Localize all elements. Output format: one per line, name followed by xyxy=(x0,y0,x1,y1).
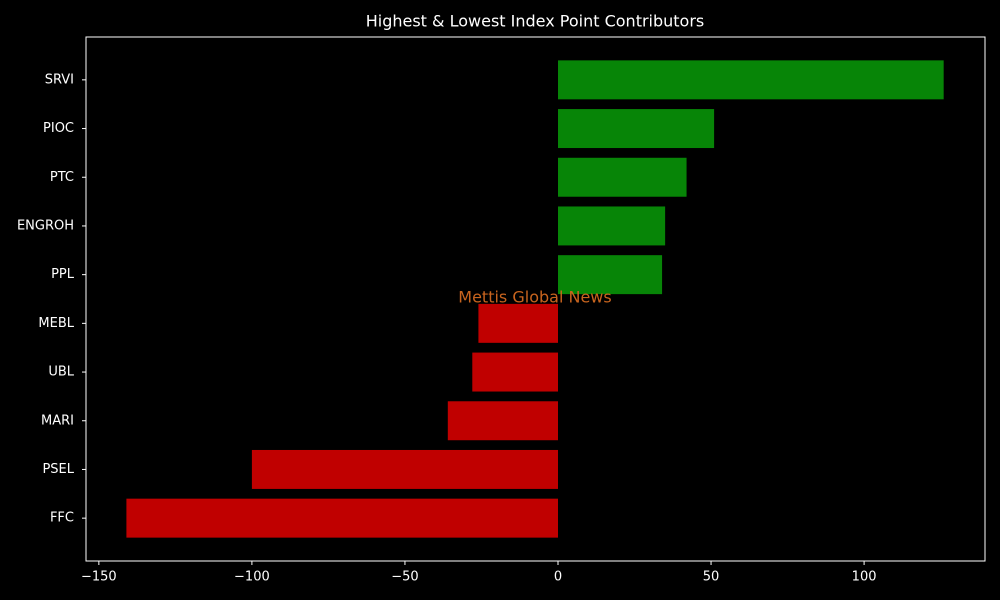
bar xyxy=(557,60,944,100)
y-tick-label: MARI xyxy=(41,413,74,428)
x-tick-label: −150 xyxy=(81,570,117,585)
bar xyxy=(557,109,715,149)
y-tick-label: PSEL xyxy=(42,462,74,477)
x-tick-label: 100 xyxy=(852,570,877,585)
bar xyxy=(251,449,558,489)
y-tick-label: MEBL xyxy=(38,316,74,331)
bar xyxy=(557,255,663,295)
x-tick-label: 0 xyxy=(554,570,562,585)
chart-title: Highest & Lowest Index Point Contributor… xyxy=(366,12,705,31)
x-tick-label: −50 xyxy=(391,570,418,585)
y-tick-label: PIOC xyxy=(43,121,74,136)
bar xyxy=(557,206,666,246)
plot-frame xyxy=(85,36,986,562)
y-tick-label: PTC xyxy=(50,170,74,185)
y-tick-label: SRVI xyxy=(45,72,74,87)
bar xyxy=(472,352,558,392)
x-tick-label: 50 xyxy=(703,570,720,585)
y-tick-label: ENGROH xyxy=(17,218,74,233)
y-tick-label: UBL xyxy=(48,365,74,380)
y-tick-label: FFC xyxy=(50,511,74,526)
bar xyxy=(557,157,687,197)
watermark: Mettis Global News xyxy=(458,288,611,307)
bar xyxy=(447,401,558,441)
bar xyxy=(478,303,558,343)
x-tick-label: −100 xyxy=(234,570,270,585)
bar xyxy=(126,498,558,538)
y-tick-label: PPL xyxy=(51,267,75,282)
